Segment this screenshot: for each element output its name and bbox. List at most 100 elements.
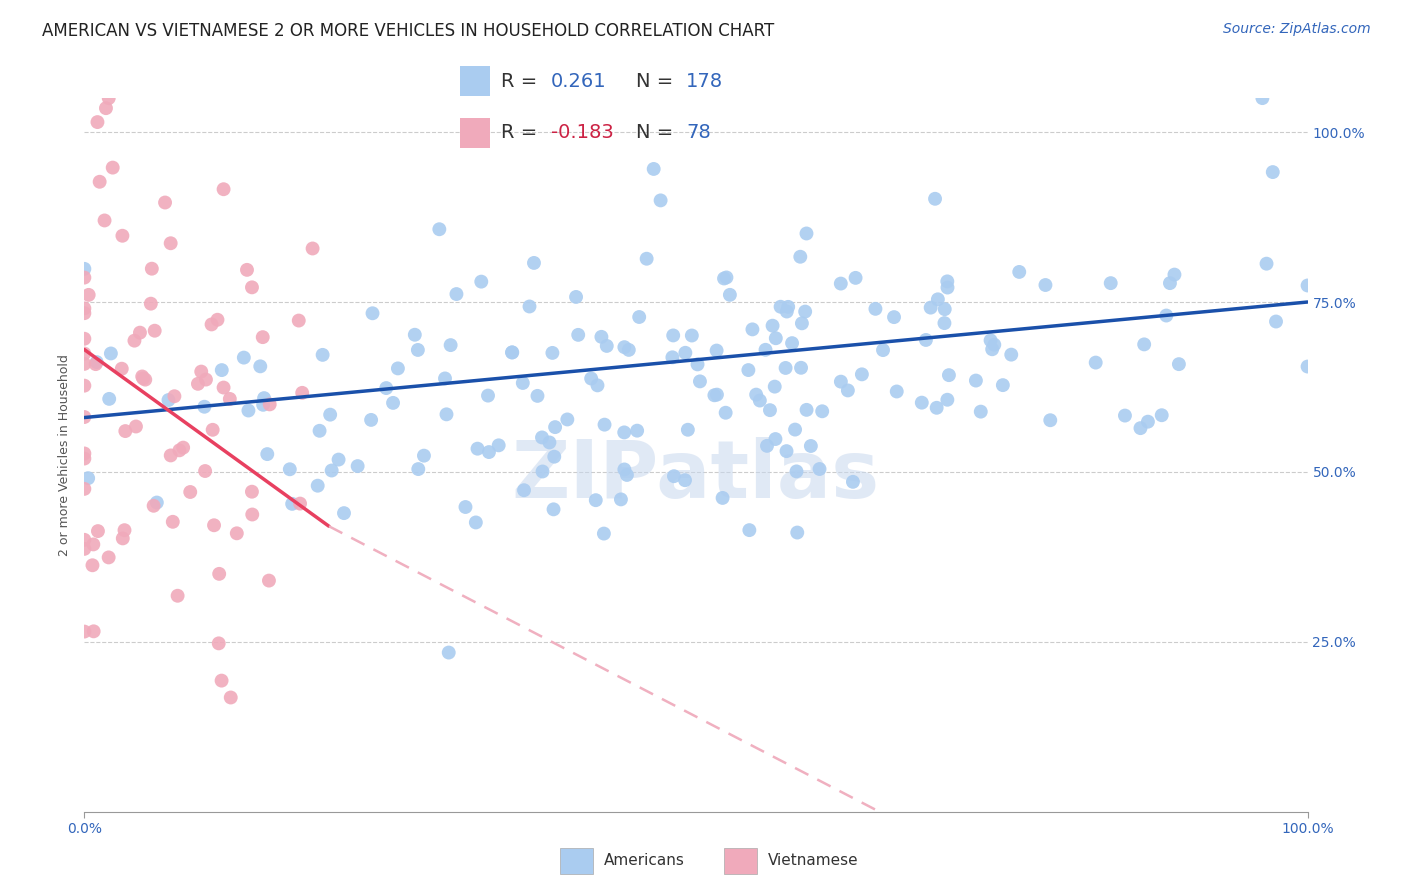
Text: 78: 78 [686, 123, 711, 142]
Point [287, 313, 309, 327]
Point [240, 484, 263, 499]
Point [938, 368, 960, 383]
Point [211, 673, 233, 688]
Point [375, 381, 398, 395]
Point [544, 420, 567, 434]
Point [93, 213, 115, 227]
Point [741, 322, 763, 336]
Point [83, 624, 105, 639]
Point [1159, 276, 1181, 290]
Point [748, 393, 770, 408]
Point [464, 516, 486, 530]
Point [541, 346, 564, 360]
Point [253, 391, 276, 405]
Point [1256, 257, 1278, 271]
Point [501, 345, 523, 359]
Point [676, 423, 699, 437]
Point [1084, 355, 1107, 369]
Point [531, 465, 554, 479]
Point [89, 175, 111, 189]
Point [143, 324, 166, 338]
Point [100, 346, 122, 360]
Point [920, 301, 942, 315]
Point [981, 343, 1004, 357]
Point [73, 446, 96, 460]
Point [146, 495, 169, 509]
Point [934, 316, 956, 330]
Point [796, 227, 818, 241]
Point [142, 499, 165, 513]
Point [800, 439, 823, 453]
Point [125, 419, 148, 434]
Point [661, 351, 683, 365]
Point [626, 424, 648, 438]
Point [1296, 278, 1319, 293]
Point [172, 441, 194, 455]
Point [1150, 408, 1173, 422]
Point [991, 378, 1014, 392]
Point [97, 91, 120, 105]
Point [413, 449, 436, 463]
Point [673, 473, 696, 487]
Point [73, 261, 96, 276]
Point [361, 306, 384, 320]
Point [796, 402, 818, 417]
Point [1008, 265, 1031, 279]
Point [613, 462, 636, 476]
Point [211, 363, 233, 377]
Point [240, 280, 263, 294]
Point [194, 464, 217, 478]
Point [754, 343, 776, 357]
Point [567, 327, 589, 342]
Point [769, 300, 792, 314]
Point [86, 355, 108, 369]
Point [346, 459, 368, 474]
Point [1035, 278, 1057, 293]
Point [82, 558, 104, 573]
Point [776, 304, 799, 318]
Point [408, 462, 430, 476]
Point [711, 491, 734, 505]
Point [73, 533, 96, 547]
Point [278, 462, 301, 476]
Point [662, 469, 685, 483]
Point [73, 301, 96, 316]
Point [513, 483, 536, 498]
Point [291, 385, 314, 400]
Point [714, 406, 737, 420]
Point [73, 306, 96, 320]
Point [1129, 421, 1152, 435]
Point [360, 413, 382, 427]
Point [73, 357, 96, 371]
Point [249, 359, 271, 374]
Point [775, 444, 797, 458]
Point [478, 445, 501, 459]
Point [610, 492, 633, 507]
Point [808, 462, 831, 476]
Point [440, 338, 463, 352]
Point [238, 403, 260, 417]
Point [915, 333, 938, 347]
Point [983, 337, 1005, 351]
Point [321, 463, 343, 477]
Point [737, 363, 759, 377]
Point [756, 439, 779, 453]
Text: Source: ZipAtlas.com: Source: ZipAtlas.com [1223, 22, 1371, 37]
Point [236, 263, 259, 277]
Text: R =: R = [501, 123, 543, 142]
Point [786, 464, 808, 478]
Point [98, 392, 121, 406]
Point [636, 252, 658, 266]
Point [1265, 314, 1288, 328]
Point [252, 330, 274, 344]
Point [794, 304, 817, 318]
Point [208, 636, 231, 650]
Bar [460, 66, 491, 96]
Point [530, 430, 553, 444]
Point [842, 475, 865, 489]
Point [73, 378, 96, 392]
Point [434, 371, 457, 385]
Point [883, 310, 905, 325]
Point [1099, 276, 1122, 290]
Point [488, 438, 510, 452]
